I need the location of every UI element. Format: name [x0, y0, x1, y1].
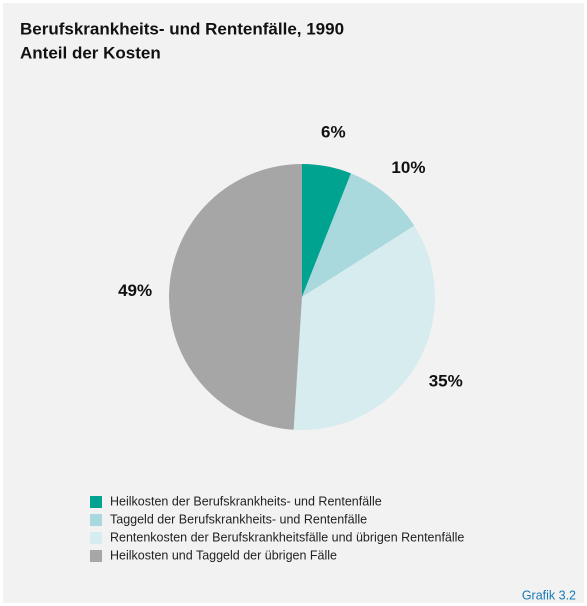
pie-slice [169, 164, 302, 430]
chart-title: Berufskrankheits- und Rentenfälle, 1990 [20, 19, 344, 38]
legend-swatch [90, 550, 102, 562]
pie-slice [302, 173, 415, 297]
legend-label: Rentenkosten der Berufskrankheitsfälle u… [110, 530, 464, 544]
figure-label: Grafik 3.2 [522, 588, 576, 602]
data-label: 10% [391, 158, 425, 177]
data-label: 6% [321, 122, 346, 141]
pie-slice [302, 164, 351, 297]
data-label: 35% [429, 371, 463, 390]
pie-slice [293, 225, 435, 430]
legend-swatch [90, 496, 102, 508]
chart-subtitle: Anteil der Kosten [20, 43, 161, 62]
legend-swatch [90, 532, 102, 544]
legend-label: Taggeld der Berufskrankheits- und Renten… [110, 512, 367, 526]
legend-label: Heilkosten und Taggeld der übrigen Fälle [110, 548, 337, 562]
legend-swatch [90, 514, 102, 526]
legend-label: Heilkosten der Berufskrankheits- und Ren… [110, 494, 382, 508]
data-label: 49% [118, 281, 152, 300]
